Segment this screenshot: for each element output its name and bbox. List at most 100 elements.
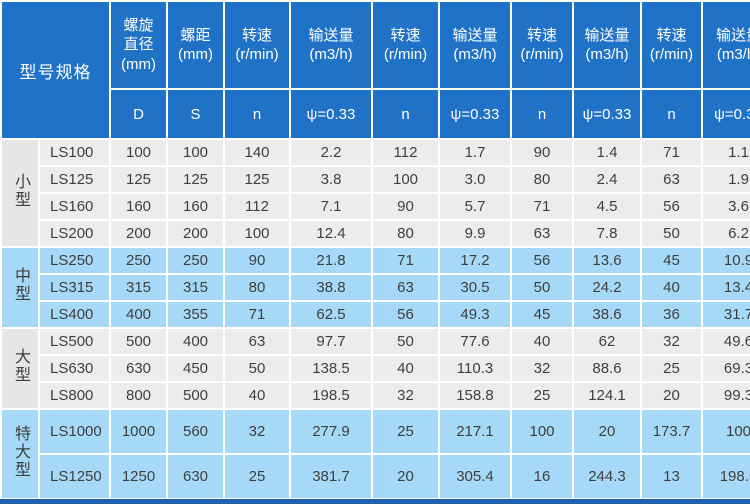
row-ls800: LS800 800 500 40 198.5 32 158.8 25 124.1… xyxy=(2,383,750,408)
value-cell: 5.7 xyxy=(440,194,510,219)
value-cell: 80 xyxy=(225,275,289,300)
value-cell: 97.7 xyxy=(291,329,371,354)
value-cell: 30.5 xyxy=(440,275,510,300)
value-cell: 800 xyxy=(111,383,166,408)
model-cell: LS160 xyxy=(40,194,109,219)
subheader-psi-1: ψ=0.33 xyxy=(291,90,371,138)
row-ls400: LS400 400 355 71 62.5 56 49.3 45 38.6 36… xyxy=(2,302,750,327)
value-cell: 200 xyxy=(111,221,166,246)
value-cell: 16 xyxy=(512,455,572,498)
row-ls1000: 特大型 LS1000 1000 560 32 277.9 25 217.1 10… xyxy=(2,410,750,498)
group-label-extra-large: 特大型 xyxy=(2,410,38,498)
value-cell: 7.1 xyxy=(291,194,371,219)
value-cell: 100 xyxy=(703,410,750,453)
group-label-text: 中型 xyxy=(12,267,29,303)
value-cell: 63 xyxy=(512,221,572,246)
value-cell: 13.6 xyxy=(574,248,640,273)
value-cell: 13 xyxy=(642,455,701,498)
value-cell: 31.7 xyxy=(703,302,750,327)
model-cell: LS400 xyxy=(40,302,109,327)
value-cell: 305.4 xyxy=(440,455,510,498)
value-cell: 25 xyxy=(642,356,701,381)
col-header-speed-3: 转速 (r/min) xyxy=(512,2,572,88)
col-header-capacity-2: 输送量 (m3/h) xyxy=(440,2,510,88)
value-cell: 17.2 xyxy=(440,248,510,273)
value-cell: 110.3 xyxy=(440,356,510,381)
value-cell: 198.5 xyxy=(703,455,750,498)
value-cell: 71 xyxy=(373,248,438,273)
model-cell: LS125 xyxy=(40,167,109,192)
value-cell: 80 xyxy=(373,221,438,246)
value-cell: 6.2 xyxy=(703,221,750,246)
value-cell: 20 xyxy=(574,410,640,453)
model-cell: LS1250 xyxy=(40,455,109,498)
row-ls250: 中型 LS250 250 250 90 21.8 71 17.2 56 13.6… xyxy=(2,248,750,327)
value-cell: 50 xyxy=(642,221,701,246)
value-cell: 63 xyxy=(225,329,289,354)
value-cell: 56 xyxy=(642,194,701,219)
value-cell: 45 xyxy=(642,248,701,273)
row-ls125: LS125 125 125 125 3.8 100 3.0 80 2.4 63 … xyxy=(2,167,750,192)
model-spec-header: 型号规格 xyxy=(2,2,109,138)
col-header-pitch: 螺距 (mm) xyxy=(168,2,223,88)
value-cell: 25 xyxy=(225,455,289,498)
col-header-capacity-3: 输送量 (m3/h) xyxy=(574,2,640,88)
value-cell: 630 xyxy=(111,356,166,381)
bottom-accent-bar xyxy=(0,499,750,504)
value-cell: 630 xyxy=(168,455,223,498)
value-cell: 36 xyxy=(642,302,701,327)
value-cell: 32 xyxy=(225,410,289,453)
group-label-small: 小型 xyxy=(2,140,38,246)
value-cell: 100 xyxy=(111,140,166,165)
model-cell: LS100 xyxy=(40,140,109,165)
value-cell: 24.2 xyxy=(574,275,640,300)
subheader-n-4: n xyxy=(642,90,701,138)
value-cell: 112 xyxy=(225,194,289,219)
value-cell: 71 xyxy=(642,140,701,165)
subheader-n-1: n xyxy=(225,90,289,138)
subheader-S: S xyxy=(168,90,223,138)
value-cell: 100 xyxy=(512,410,572,453)
model-cell: LS200 xyxy=(40,221,109,246)
group-label-text: 小型 xyxy=(12,172,29,209)
value-cell: 7.8 xyxy=(574,221,640,246)
value-cell: 71 xyxy=(512,194,572,219)
subheader-psi-4: ψ=0.33 xyxy=(703,90,750,138)
value-cell: 400 xyxy=(111,302,166,327)
row-ls200: LS200 200 200 100 12.4 80 9.9 63 7.8 50 … xyxy=(2,221,750,246)
value-cell: 560 xyxy=(168,410,223,453)
value-cell: 90 xyxy=(373,194,438,219)
value-cell: 45 xyxy=(512,302,572,327)
value-cell: 1250 xyxy=(111,455,166,498)
model-cell: LS500 xyxy=(40,329,109,354)
value-cell: 50 xyxy=(373,329,438,354)
row-ls100: 小型 LS100 100 100 140 2.2 112 1.7 90 1.4 … xyxy=(2,140,750,246)
value-cell: 198.5 xyxy=(291,383,371,408)
value-cell: 20 xyxy=(373,455,438,498)
value-cell: 315 xyxy=(111,275,166,300)
value-cell: 500 xyxy=(111,329,166,354)
value-cell: 56 xyxy=(373,302,438,327)
model-cell: LS315 xyxy=(40,275,109,300)
value-cell: 49.3 xyxy=(440,302,510,327)
value-cell: 381.7 xyxy=(291,455,371,498)
value-cell: 1.7 xyxy=(440,140,510,165)
col-header-capacity-1: 输送量 (m3/h) xyxy=(291,2,371,88)
model-cell: LS800 xyxy=(40,383,109,408)
row-ls315: LS315 315 315 80 38.8 63 30.5 50 24.2 40… xyxy=(2,275,750,300)
value-cell: 250 xyxy=(111,248,166,273)
value-cell: 250 xyxy=(168,248,223,273)
col-header-screw-diameter: 螺旋 直径 (mm) xyxy=(111,2,166,88)
value-cell: 38.6 xyxy=(574,302,640,327)
value-cell: 315 xyxy=(168,275,223,300)
value-cell: 1000 xyxy=(111,410,166,453)
value-cell: 1.9 xyxy=(703,167,750,192)
value-cell: 40 xyxy=(225,383,289,408)
value-cell: 160 xyxy=(168,194,223,219)
value-cell: 12.4 xyxy=(291,221,371,246)
value-cell: 277.9 xyxy=(291,410,371,453)
value-cell: 400 xyxy=(168,329,223,354)
value-cell: 138.5 xyxy=(291,356,371,381)
value-cell: 40 xyxy=(373,356,438,381)
